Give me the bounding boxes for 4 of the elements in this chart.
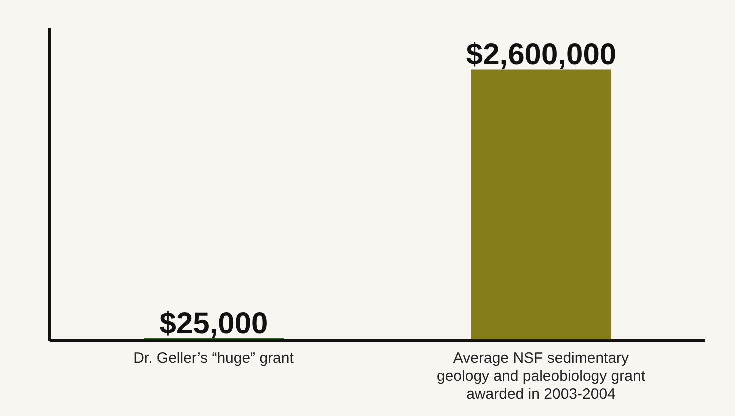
data-label: $25,000: [160, 307, 268, 340]
x-tick-label: Average NSF sedimentary geology and paleobiology grant awarded in 2003-2004: [437, 350, 646, 403]
x-tick-label: Dr. Geller’s “huge” grant: [134, 350, 295, 367]
data-label: $2,600,000: [466, 38, 617, 72]
